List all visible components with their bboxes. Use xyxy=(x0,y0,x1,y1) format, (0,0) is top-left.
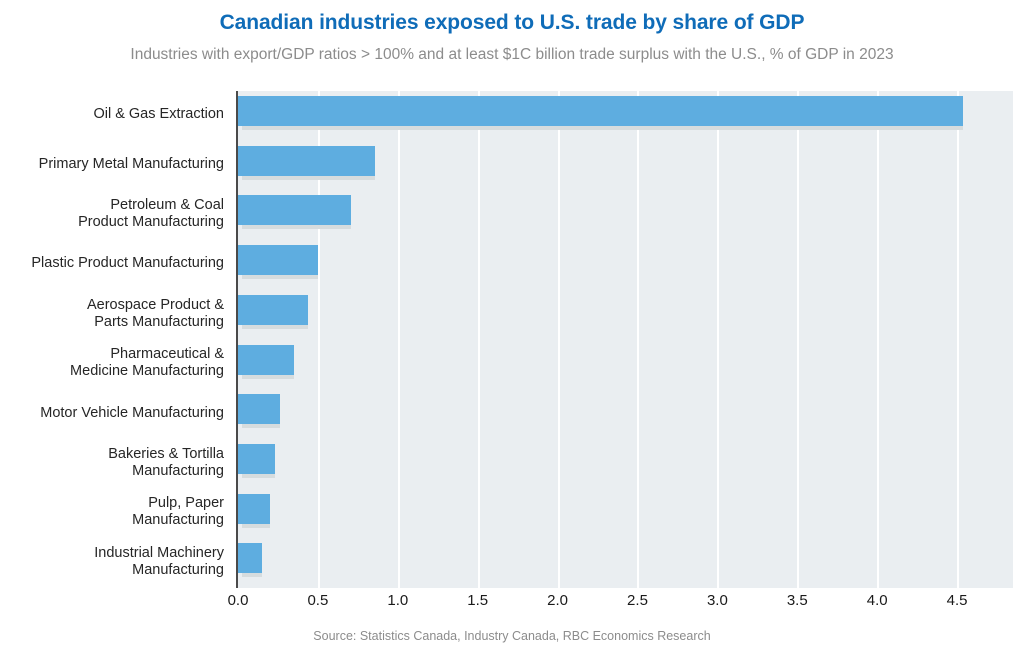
source-note: Source: Statistics Canada, Industry Cana… xyxy=(313,629,711,643)
x-axis-tick-label: 4.5 xyxy=(946,592,968,609)
y-axis-tick-label: Oil & Gas Extraction xyxy=(0,106,224,123)
bar[interactable] xyxy=(238,145,376,176)
y-axis-tick-label-line: Manufacturing xyxy=(132,562,224,579)
x-axis-tick-label: 0.0 xyxy=(227,592,249,609)
y-axis-tick-labels: Oil & Gas Extraction Primary Metal Manufa… xyxy=(0,0,238,652)
y-axis-tick-label: Petroleum & Coal Product Manufacturing xyxy=(0,197,224,231)
bar-shadow xyxy=(242,324,309,329)
bar-shadow xyxy=(242,374,294,379)
x-axis-tick-label: 1.0 xyxy=(387,592,409,609)
page-title: Canadian industries exposed to U.S. trad… xyxy=(219,11,805,34)
bar-row xyxy=(238,489,1013,540)
y-axis-tick-label-line: Petroleum & Coal xyxy=(110,197,224,214)
y-axis-tick-label-line: Plastic Product Manufacturing xyxy=(31,255,224,272)
bar[interactable] xyxy=(238,543,262,574)
gridline xyxy=(557,91,560,588)
bar-shadow xyxy=(242,225,352,230)
bar-row xyxy=(238,91,1013,142)
y-axis-tick-label-line: Manufacturing xyxy=(132,512,224,529)
bar-row xyxy=(238,439,1013,490)
y-axis-tick-label: Aerospace Product & Parts Manufacturing xyxy=(0,297,224,331)
bar-row xyxy=(238,290,1013,341)
plot-area xyxy=(238,91,1013,588)
y-axis-tick-label: Bakeries & Tortilla Manufacturing xyxy=(0,446,224,480)
y-axis-tick-label-line: Pharmaceutical & xyxy=(110,346,224,363)
x-axis-tick-labels: 0.0 0.5 1.0 1.5 2.0 2.5 3.0 3.5 4.0 4.5 xyxy=(0,592,1024,616)
y-axis-tick-label: Plastic Product Manufacturing xyxy=(0,255,224,272)
x-axis-tick-label: 2.5 xyxy=(627,592,648,609)
y-axis-tick-label-line: Bakeries & Tortilla xyxy=(108,445,224,462)
gridline xyxy=(797,91,800,588)
bar-row xyxy=(238,141,1013,192)
gridline xyxy=(717,91,720,588)
bar-row xyxy=(238,190,1013,241)
x-axis-tick-label: 3.0 xyxy=(706,592,728,609)
y-axis-tick-label-line: Manufacturing xyxy=(132,462,224,479)
y-axis-tick-label-line: Medicine Manufacturing xyxy=(70,363,224,380)
bar[interactable] xyxy=(238,195,352,226)
chart-subtitle: Industries with export/GDP ratios > 100%… xyxy=(130,46,894,63)
bar-shadow xyxy=(242,573,262,578)
bar[interactable] xyxy=(238,96,964,126)
bar[interactable] xyxy=(238,493,270,524)
y-axis-tick-label-line: Product Manufacturing xyxy=(78,214,224,231)
x-axis-tick-label: 2.0 xyxy=(547,592,569,609)
y-axis-tick-label: Pulp, Paper Manufacturing xyxy=(0,495,224,529)
y-axis-tick-label-line: Parts Manufacturing xyxy=(94,313,224,330)
bar[interactable] xyxy=(238,245,318,276)
y-axis-spine xyxy=(236,91,238,588)
y-axis-tick-label: Pharmaceutical & Medicine Manufacturing xyxy=(0,346,224,380)
bar[interactable] xyxy=(238,443,275,474)
bar-shadow xyxy=(242,275,318,280)
y-axis-tick-label-line: Primary Metal Manufacturing xyxy=(38,156,224,173)
bar-shadow xyxy=(242,523,270,528)
bar-shadow xyxy=(242,175,376,180)
x-axis-tick-label: 1.5 xyxy=(467,592,489,609)
bar-row xyxy=(238,389,1013,440)
bar[interactable] xyxy=(238,394,280,425)
y-axis-tick-label: Primary Metal Manufacturing xyxy=(0,156,224,173)
x-axis-tick-label: 3.5 xyxy=(786,592,808,609)
y-axis-tick-label: Motor Vehicle Manufacturing xyxy=(0,405,224,422)
bar-shadow xyxy=(242,473,275,478)
x-axis-tick-label: 0.5 xyxy=(307,592,329,609)
y-axis-tick-label-line: Aerospace Product & xyxy=(86,296,224,313)
bar-row xyxy=(238,240,1013,291)
gridline xyxy=(637,91,640,588)
y-axis-tick-label-line: Industrial Machinery xyxy=(94,545,224,562)
gridline xyxy=(317,91,320,588)
gridline xyxy=(397,91,400,588)
bar-row xyxy=(238,340,1013,391)
bar-row xyxy=(238,538,1013,589)
bar[interactable] xyxy=(238,344,294,375)
bar[interactable] xyxy=(238,294,309,325)
gridline xyxy=(477,91,480,588)
bar-shadow xyxy=(242,126,964,130)
bar-shadow xyxy=(242,424,280,429)
y-axis-tick-label: Industrial Machinery Manufacturing xyxy=(0,545,224,579)
x-axis-tick-label: 4.0 xyxy=(866,592,888,609)
y-axis-tick-label-line: Motor Vehicle Manufacturing xyxy=(40,404,224,421)
gridline xyxy=(877,91,880,588)
y-axis-tick-label-line: Pulp, Paper xyxy=(148,495,224,512)
gridline xyxy=(957,91,960,588)
y-axis-tick-label-line: Oil & Gas Extraction xyxy=(93,106,224,123)
